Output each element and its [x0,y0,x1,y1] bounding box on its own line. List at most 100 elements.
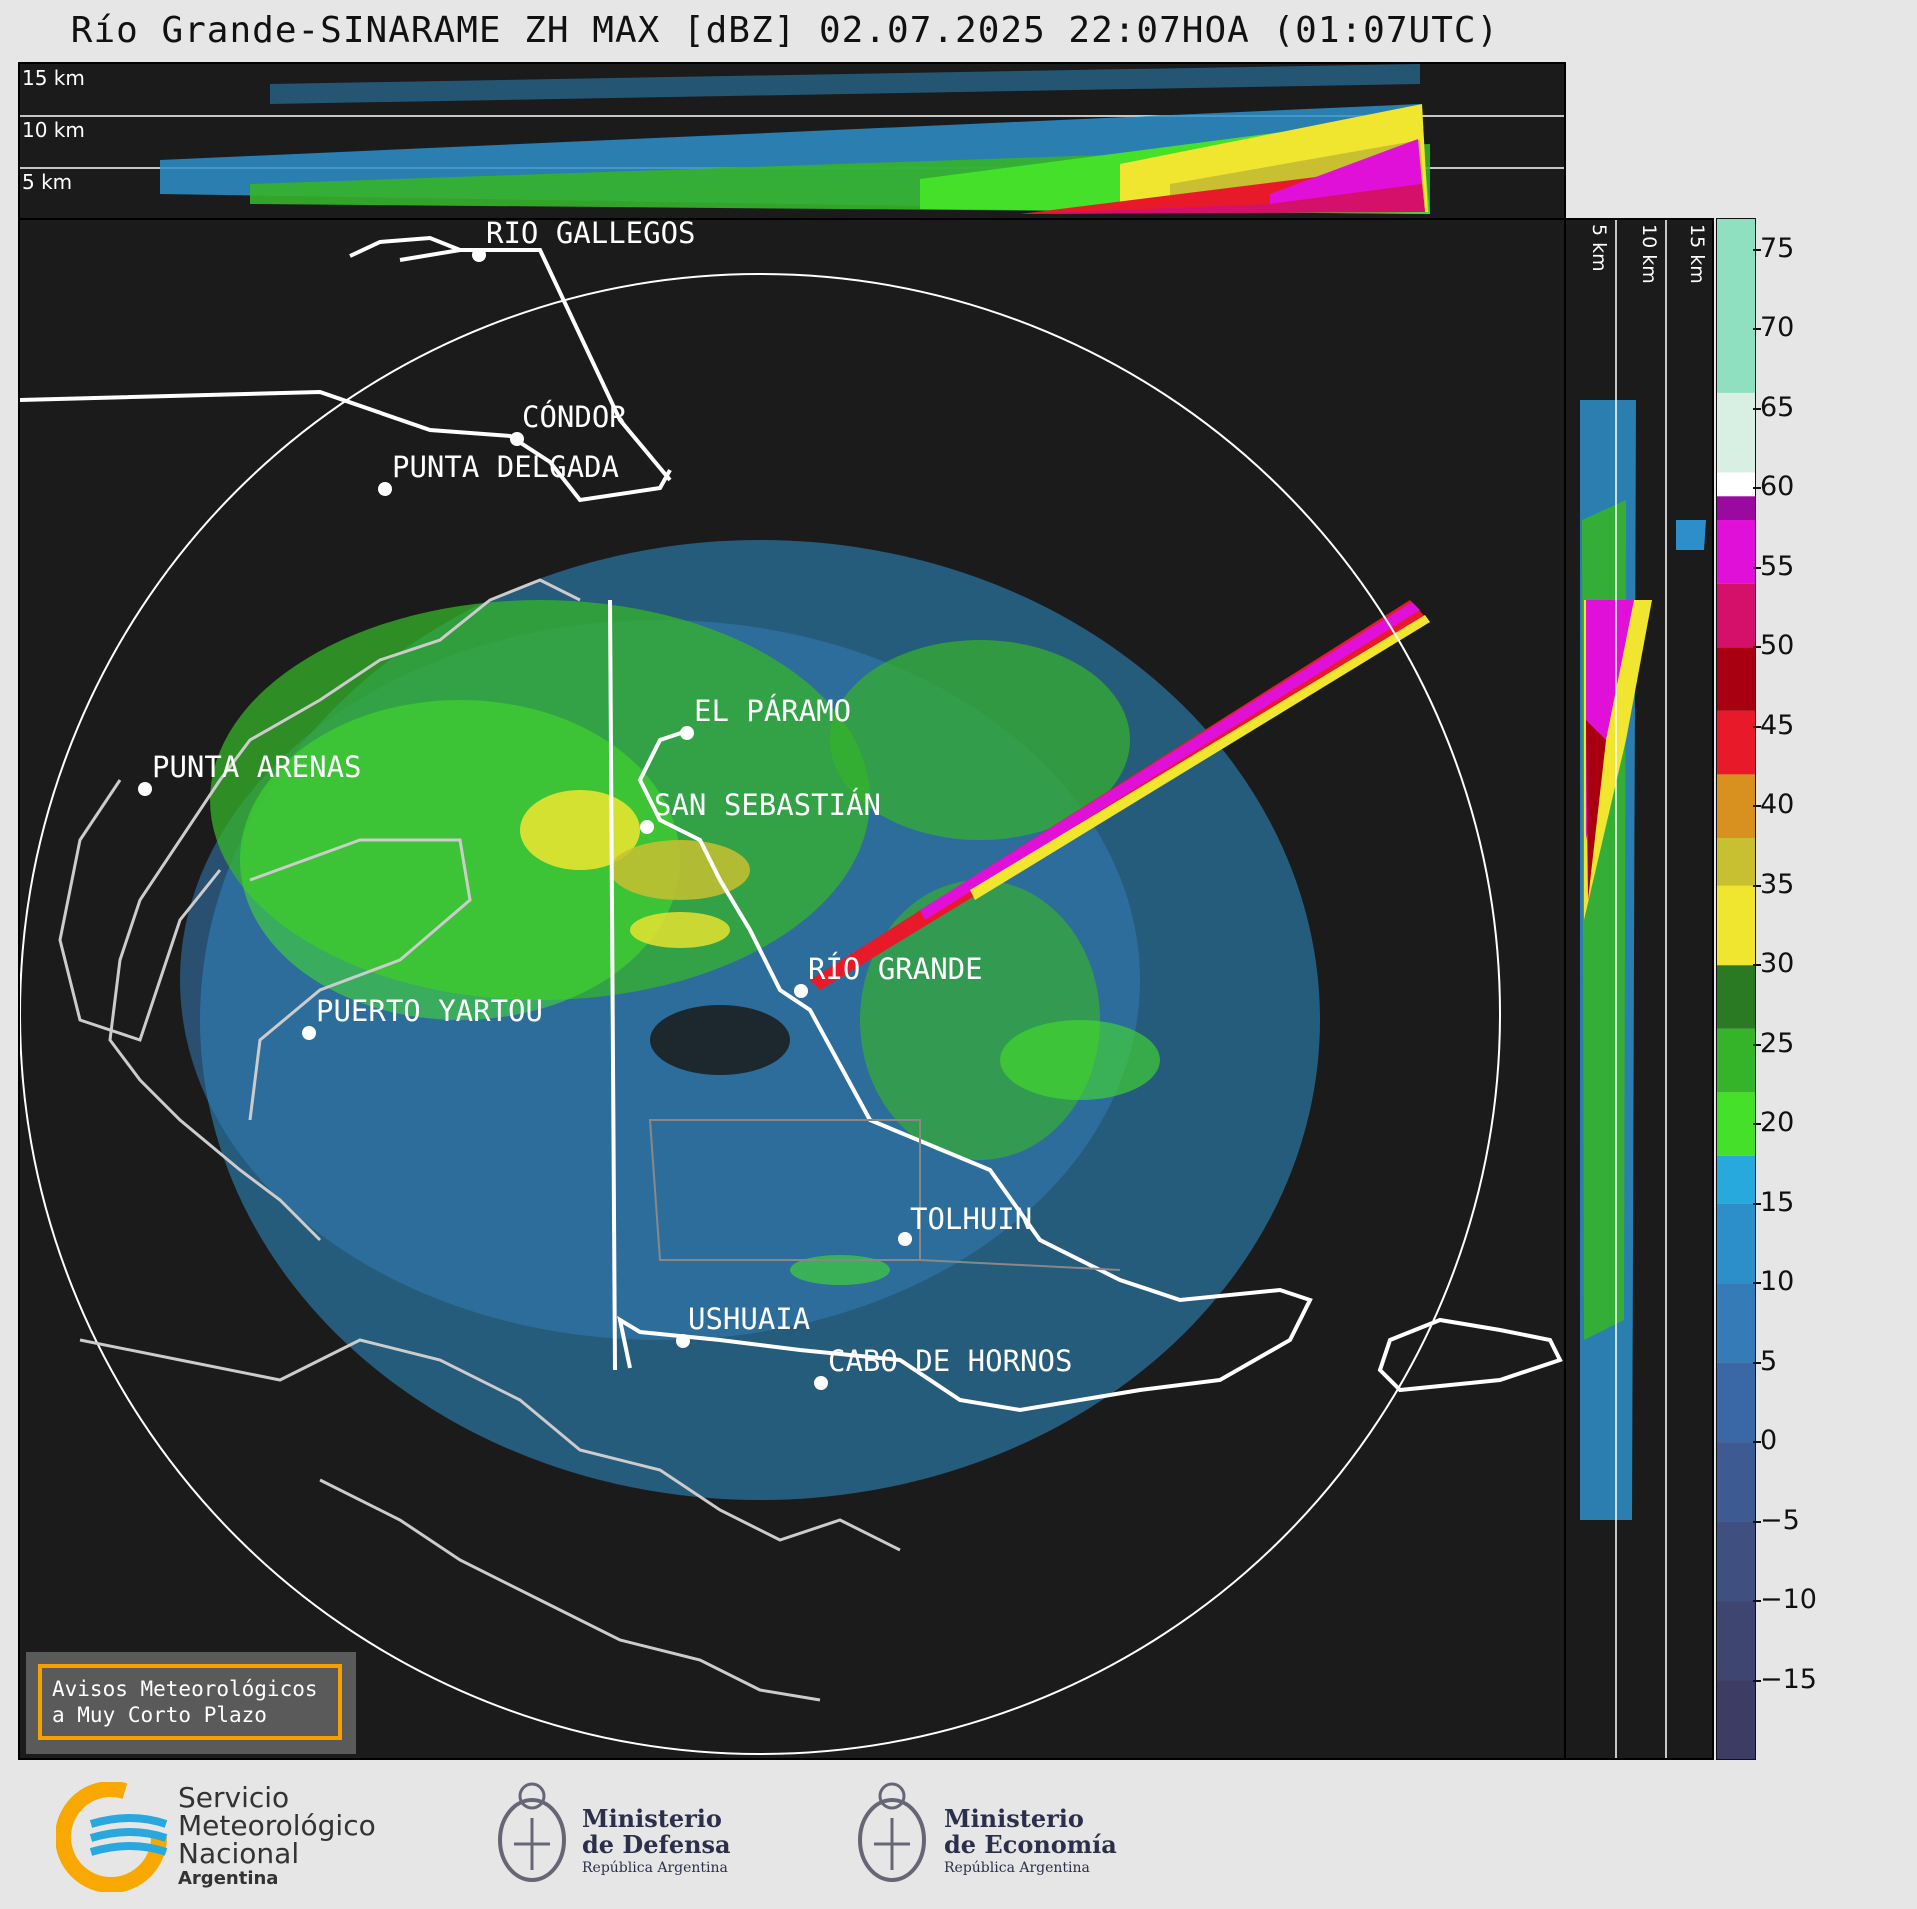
city-dot-cabo-de-hornos [814,1376,828,1390]
colorbar-segment [1716,1442,1756,1522]
colorbar-segment [1716,583,1756,648]
city-label-rio-grande: RÍO GRANDE [808,952,983,986]
radar-echoes [20,235,1563,1755]
colorbar-segment [1716,647,1756,711]
colorbar-tick [1753,1679,1761,1682]
colorbar-tick-label: −10 [1760,1584,1817,1616]
side-cross-section-echoes [1580,220,1706,1758]
colorbar-segment [1716,392,1756,473]
colorbar-tick-label: 70 [1760,312,1795,344]
colorbar-tick [1753,1441,1761,1444]
height-label-10km: 10 km [22,118,85,142]
colorbar-segment [1716,965,1756,1029]
city-label-cabo-de-hornos: CABO DE HORNOS [828,1344,1073,1378]
colorbar-tick [1753,725,1761,728]
colorbar-tick-label: 35 [1760,868,1795,900]
colorbar-tick [1753,1361,1761,1364]
colorbar-segment [1716,496,1756,521]
colorbar-tick-label: 0 [1760,1425,1778,1457]
city-dot-rio-gallegos [472,248,486,262]
economia-logo-text: Ministerio de Economía República Argenti… [944,1806,1117,1878]
defensa-line-1: Ministerio [582,1804,722,1833]
city-dot-condor [510,432,524,446]
city-dot-el-paramo [680,726,694,740]
colorbar-segment [1716,837,1756,886]
colorbar-tick [1753,1520,1761,1523]
colorbar-tick-label: −15 [1760,1663,1817,1695]
colorbar-tick-label: 45 [1760,709,1795,741]
city-dot-rio-grande [794,984,808,998]
colorbar-tick-label: 10 [1760,1266,1795,1298]
city-label-san-sebastian: SAN SEBASTIÁN [654,788,881,822]
city-dot-puerto-yartou [302,1026,316,1040]
colorbar-tick-label: 55 [1760,550,1795,582]
economia-line-1: Ministerio [944,1804,1084,1833]
dbz-colorbar [1716,218,1756,1760]
colorbar-tick-label: −5 [1760,1504,1800,1536]
colorbar-segment [1716,710,1756,775]
colorbar-segment [1716,885,1756,966]
side-height-label-10km: 10 km [1638,224,1660,284]
colorbar-segment [1716,1680,1756,1760]
colorbar-segment [1716,1155,1756,1204]
colorbar-tick [1753,1202,1761,1205]
smn-line-4: Argentina [178,1868,279,1889]
colorbar-tick [1753,566,1761,569]
smn-line-2: Meteorológico [178,1809,376,1842]
city-label-punta-delgada: PUNTA DELGADA [392,450,619,484]
colorbar-tick [1753,1043,1761,1046]
city-dot-ushuaia [676,1334,690,1348]
colorbar-tick-label: 60 [1760,471,1795,503]
colorbar-segment [1716,1203,1756,1284]
colorbar-tick [1753,884,1761,887]
colorbar-segment [1716,218,1756,393]
map-title: Río Grande-SINARAME ZH MAX [dBZ] 02.07.2… [70,10,1500,51]
colorbar-segment [1716,1601,1756,1681]
defensa-seal-icon [498,1782,566,1882]
economia-line-2: de Economía [944,1830,1117,1859]
colorbar-frame [1716,218,1756,1760]
warnings-notice: Avisos Meteorológicos a Muy Corto Plazo [26,1652,356,1754]
colorbar-tick [1753,1123,1761,1126]
height-label-15km: 15 km [22,66,85,90]
defensa-line-3: República Argentina [582,1860,728,1876]
colorbar-segment [1716,1521,1756,1602]
city-label-tolhuin: TOLHUIN [910,1202,1033,1236]
economia-seal-icon [858,1782,926,1882]
colorbar-segment [1716,1283,1756,1363]
city-label-puerto-yartou: PUERTO YARTOU [316,994,543,1028]
colorbar-tick [1753,1600,1761,1603]
colorbar-segment [1716,1092,1756,1156]
economia-line-3: República Argentina [944,1860,1090,1876]
colorbar-tick-label: 15 [1760,1186,1795,1218]
colorbar-tick [1753,805,1761,808]
colorbar-tick-label: 20 [1760,1107,1795,1139]
colorbar-segment [1716,774,1756,838]
colorbar-tick-label: 5 [1760,1345,1778,1377]
colorbar-tick [1753,407,1761,410]
colorbar-tick-label: 65 [1760,391,1795,423]
side-height-label-5km: 5 km [1588,224,1610,272]
city-dot-punta-delgada [378,482,392,496]
notice-line-2: a Muy Corto Plazo [52,1703,267,1727]
colorbar-tick-label: 40 [1760,789,1795,821]
top-cross-section: 15 km 10 km 5 km [18,62,1566,220]
city-label-punta-arenas: PUNTA ARENAS [152,750,362,784]
defensa-logo-text: Ministerio de Defensa República Argentin… [582,1806,731,1878]
city-dot-san-sebastian [640,820,654,834]
defensa-line-2: de Defensa [582,1830,731,1859]
notice-line-1: Avisos Meteorológicos [52,1677,318,1701]
smn-line-1: Servicio [178,1781,290,1814]
colorbar-segment [1716,1028,1756,1093]
colorbar-tick [1753,646,1761,649]
colorbar-tick [1753,328,1761,331]
colorbar-tick [1753,1282,1761,1285]
colorbar-segment [1716,1362,1756,1443]
colorbar-tick-label: 75 [1760,232,1795,264]
city-label-el-paramo: EL PÁRAMO [694,694,852,728]
city-dot-punta-arenas [138,782,152,796]
colorbar-segment [1716,472,1756,497]
radar-map: RÍO GALLEGOS CÓNDOR PUNTA DELGADA EL PÁR… [18,218,1566,1760]
city-label-rio-gallegos: RÍO GALLEGOS [486,218,696,250]
side-cross-section: 5 km 10 km 15 km [1564,218,1714,1760]
